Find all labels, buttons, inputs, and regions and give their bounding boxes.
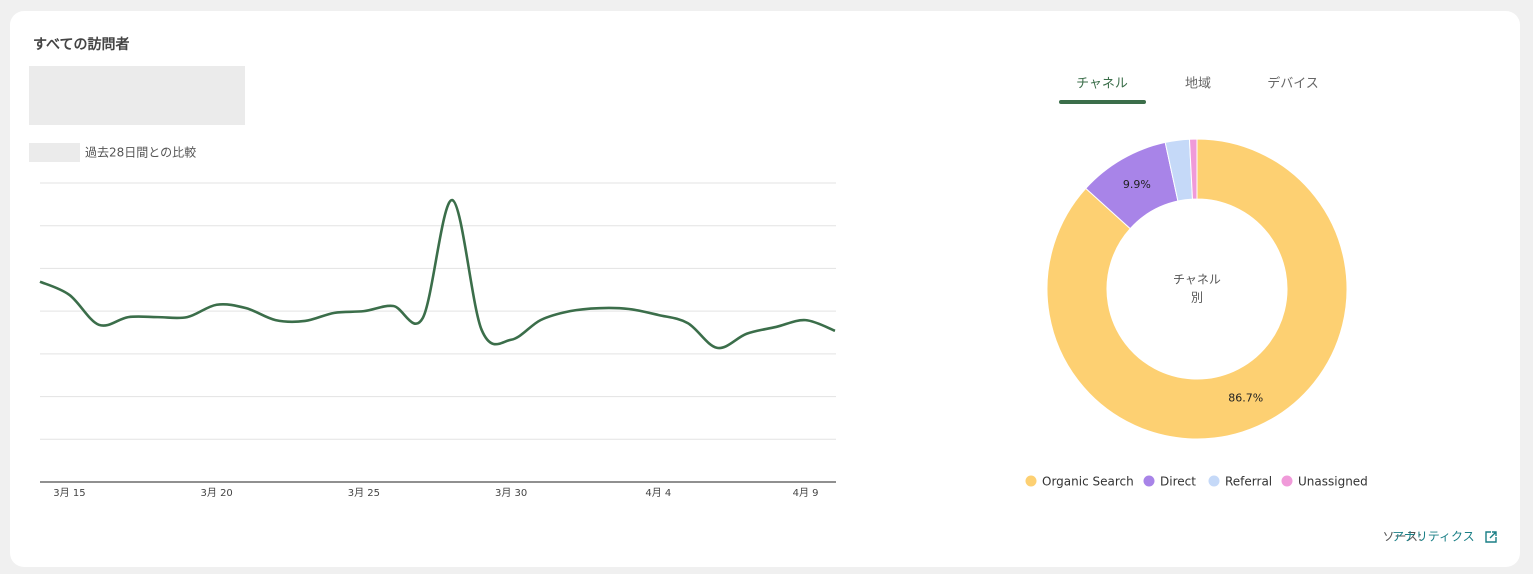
legend-swatch <box>1208 475 1220 487</box>
tab[interactable]: デバイス <box>1267 76 1319 92</box>
x-tick-label: 3月 20 <box>201 487 233 499</box>
donut-center-label: 別 <box>1191 291 1203 305</box>
comparison-text: 過去28日間との比較 <box>85 146 196 160</box>
legend-label: Organic Search <box>1042 475 1134 489</box>
placeholder <box>29 143 80 162</box>
x-tick-label: 3月 15 <box>53 487 85 499</box>
legend-swatch <box>1025 475 1037 487</box>
card-title: すべての訪問者 <box>33 36 129 53</box>
donut-segment <box>1188 138 1198 200</box>
x-tick-label: 3月 30 <box>495 487 527 499</box>
legend-label: Unassigned <box>1298 475 1368 489</box>
tab-indicator <box>1059 100 1146 104</box>
data-label: 86.7% <box>1228 392 1263 405</box>
x-tick-label: 4月 9 <box>793 487 819 499</box>
source-link[interactable]: アナリティクス <box>1392 530 1475 544</box>
tab[interactable]: チャネル <box>1076 77 1128 92</box>
x-tick-label: 3月 25 <box>348 487 380 499</box>
placeholder <box>29 66 245 125</box>
legend-label: Direct <box>1160 475 1196 489</box>
donut-center-label: チャネル <box>1173 273 1221 287</box>
tab[interactable]: 地域 <box>1185 77 1211 92</box>
legend-label: Referral <box>1225 475 1272 489</box>
data-label: 9.9% <box>1123 178 1151 191</box>
source-label: ソース: <box>1383 530 1422 544</box>
external-icon <box>1485 531 1497 543</box>
x-tick-label: 4月 4 <box>645 487 671 499</box>
card <box>10 11 1520 567</box>
legend-swatch <box>1143 475 1155 487</box>
visitor-line <box>39 198 836 350</box>
legend-swatch <box>1281 475 1293 487</box>
donut-segment <box>1046 138 1348 440</box>
